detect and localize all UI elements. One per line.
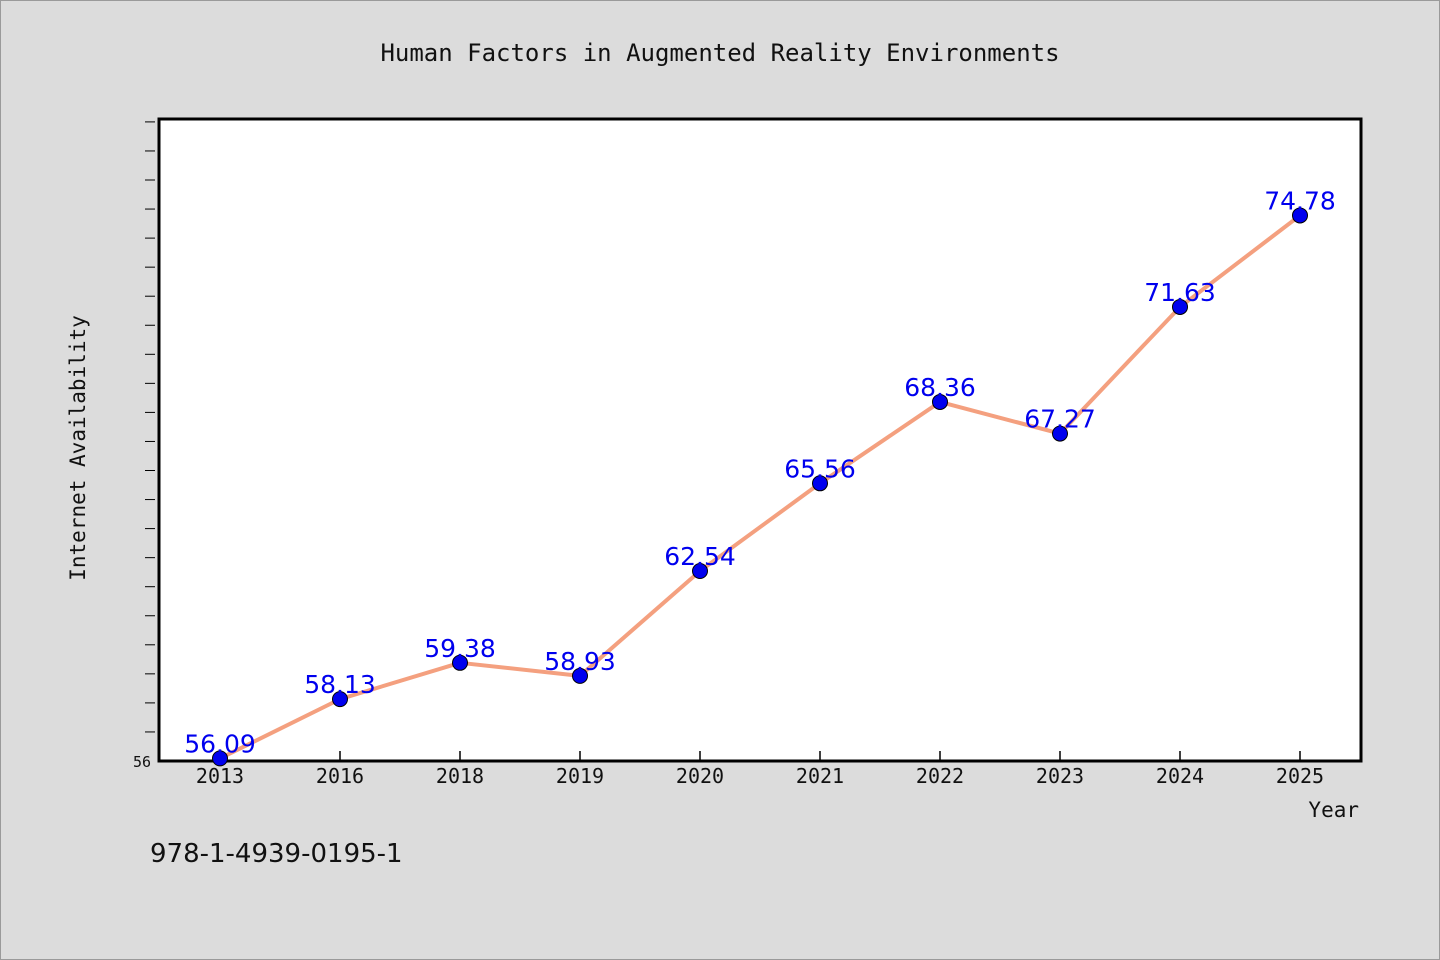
data-label: 58.13 [304, 670, 376, 699]
isbn-annotation: 978-1-4939-0195-1 [150, 839, 403, 869]
data-point [1052, 425, 1068, 442]
chart-title: Human Factors in Augmented Reality Envir… [380, 39, 1059, 67]
data-label: 71.63 [1144, 278, 1216, 307]
data-label: 67.27 [1024, 405, 1096, 434]
data-label: 74.78 [1264, 186, 1336, 215]
data-point [572, 667, 588, 684]
series-markers [212, 207, 1308, 767]
x-tick-label: 2022 [916, 764, 964, 788]
data-point [1172, 298, 1188, 315]
x-tick-label: 2025 [1276, 764, 1324, 788]
x-tick-label: 2018 [436, 764, 484, 788]
x-tick-label: 2023 [1036, 764, 1084, 788]
series-line [219, 213, 1302, 761]
x-tick-label: 2021 [796, 764, 844, 788]
data-point [932, 393, 948, 410]
data-point [692, 563, 708, 580]
data-label: 62.54 [664, 542, 736, 571]
x-tick-label: 2016 [316, 764, 364, 788]
x-tick-label: 2020 [676, 764, 724, 788]
x-tick-label: 2013 [196, 764, 244, 788]
x-tick-label: 2019 [556, 764, 604, 788]
data-point [812, 475, 828, 492]
data-label: 56.09 [184, 729, 256, 758]
x-axis-ticks: 2013 2016 2018 2019 2020 2021 2022 2023 2024 2025 [196, 751, 1324, 788]
plot-area [157, 117, 1363, 763]
y-axis-ticks: 56 [133, 121, 155, 771]
x-tick-label: 2024 [1156, 764, 1204, 788]
data-label: 68.36 [904, 373, 976, 402]
data-labels: 56.09 58.13 59.38 58.93 62.54 65.56 68.36 67.27… [184, 186, 1336, 758]
x-axis-label: Year [1308, 798, 1359, 822]
data-label: 65.56 [784, 454, 856, 483]
data-label: 58.93 [544, 647, 616, 676]
data-label: 59.38 [424, 634, 496, 663]
data-point [212, 750, 228, 767]
y-axis-label: Internet Availability [66, 315, 90, 581]
data-point [332, 691, 348, 708]
data-point [1292, 207, 1308, 224]
y-tick-label: 56 [133, 753, 151, 771]
data-point [452, 654, 468, 671]
